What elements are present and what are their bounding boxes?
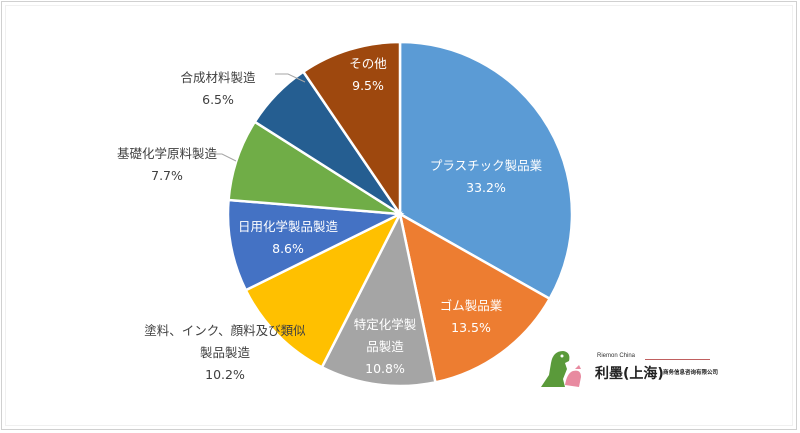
label-specific-chem: 特定化学製 品製造 10.8% xyxy=(353,317,417,376)
pie-slice xyxy=(398,211,552,384)
logo-divider xyxy=(645,359,710,360)
label-rubber: ゴム製品業 13.5% xyxy=(439,298,503,335)
pie-slice xyxy=(320,210,437,388)
pie-slice xyxy=(398,40,574,301)
dinosaur-mascot-icon xyxy=(541,351,581,387)
inner-frame xyxy=(5,5,793,426)
pie-slice xyxy=(226,198,405,292)
label-basic-chem: 基礎化学原料製造 7.7% xyxy=(116,146,218,183)
leader-line-basic-chem xyxy=(210,153,237,162)
label-plastic: プラスチック製品業 33.2% xyxy=(429,158,543,195)
pie-slice xyxy=(301,40,402,219)
label-daily-chem: 日用化学製品製造 8.6% xyxy=(237,219,339,256)
company-logo: Riemon China 利墨(上海) 商务信息咨询有限公司 xyxy=(535,345,725,390)
label-other: その他 9.5% xyxy=(349,56,387,93)
label-paint: 塗料、インク、顔料及び類似 製品製造 10.2% xyxy=(144,323,306,382)
pie-slice xyxy=(244,211,403,369)
label-synthetic: 合成材料製造 6.5% xyxy=(180,70,256,107)
leader-line-synthetic xyxy=(275,73,306,83)
